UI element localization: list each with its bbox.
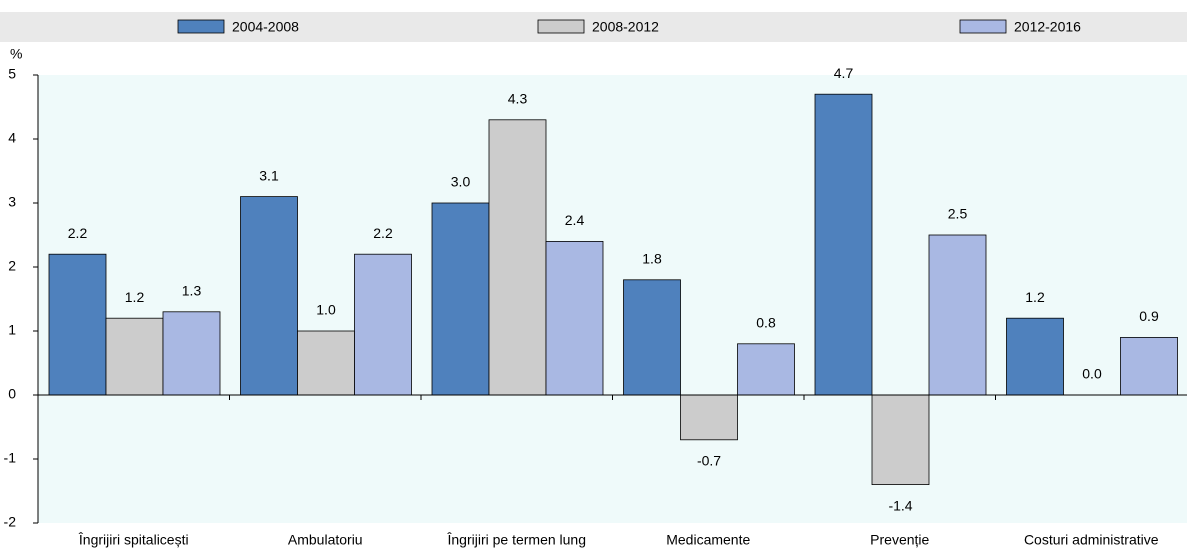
y-tick-label: 4 [8, 130, 16, 146]
data-label: 0.8 [756, 315, 776, 331]
x-tick-label: Prevenție [870, 532, 929, 548]
data-label: 3.0 [451, 174, 471, 190]
y-tick-label: 1 [8, 322, 16, 338]
bar [297, 330, 355, 396]
data-label: -1.4 [888, 497, 912, 513]
legend-swatch [959, 19, 1007, 34]
y-tick-label: -2 [4, 514, 17, 530]
legend-label: 2008-2012 [592, 19, 659, 35]
data-label: 0.0 [1082, 366, 1102, 382]
x-tick-label: Medicamente [666, 532, 750, 548]
bar [871, 394, 930, 485]
bar [737, 343, 795, 396]
data-label: 2.5 [948, 206, 968, 222]
x-tick-label: Costuri administrative [1024, 532, 1159, 548]
data-label: -0.7 [697, 453, 721, 469]
data-label: 1.0 [316, 302, 336, 318]
bar [623, 279, 681, 396]
data-label: 4.3 [508, 91, 528, 107]
legend-swatch [537, 19, 585, 34]
bar [814, 93, 873, 396]
y-tick-label: -1 [4, 450, 17, 466]
bar [431, 202, 490, 396]
bar [928, 234, 987, 396]
data-label: 2.4 [565, 212, 585, 228]
legend-swatch [177, 19, 225, 34]
x-tick-label: Ambulatoriu [288, 532, 363, 548]
bar [545, 240, 604, 396]
y-tick-label: 3 [8, 194, 16, 210]
y-tick-label: 0 [8, 386, 16, 402]
bar [48, 253, 107, 396]
bar [680, 394, 738, 441]
plot-area [38, 75, 1187, 523]
y-tick-label: 5 [8, 66, 16, 82]
bar [488, 119, 547, 396]
data-label: 2.2 [68, 225, 88, 241]
bar [105, 317, 164, 396]
legend-label: 2012-2016 [1014, 19, 1081, 35]
data-label: 1.8 [642, 251, 662, 267]
y-axis-label: % [10, 46, 22, 62]
bar [354, 253, 412, 396]
data-label: 1.3 [182, 283, 202, 299]
bar [240, 196, 298, 396]
bar [162, 311, 221, 396]
bar [1006, 317, 1064, 396]
data-label: 2.2 [373, 225, 393, 241]
data-label: 4.7 [834, 65, 854, 81]
x-tick-label: Îngrijiri spitalicești [78, 532, 189, 548]
bar [1120, 336, 1178, 396]
data-label: 3.1 [259, 167, 279, 183]
x-tick-label: Îngrijiri pe termen lung [446, 532, 586, 548]
legend-label: 2004-2008 [232, 19, 299, 35]
data-label: 1.2 [1025, 289, 1045, 305]
data-label: 1.2 [125, 289, 145, 305]
y-tick-label: 2 [8, 258, 16, 274]
data-label: 0.9 [1139, 308, 1159, 324]
